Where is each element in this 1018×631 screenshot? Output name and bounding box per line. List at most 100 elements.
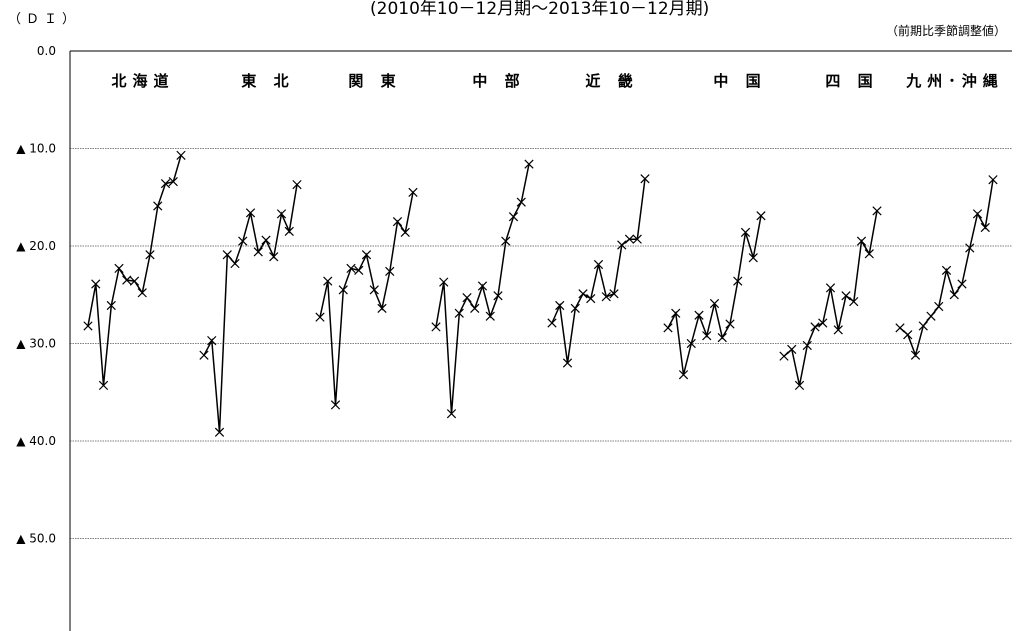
chart-note: （前期比季節調整値） [885, 24, 1006, 38]
data-point [609, 289, 619, 299]
data-point [346, 263, 356, 274]
data-point [485, 311, 495, 321]
y-tick-label: ▲ 40.0 [16, 434, 56, 448]
series-8 [895, 175, 998, 360]
data-point [114, 263, 124, 274]
series-4 [431, 159, 534, 419]
series-line [203, 184, 298, 433]
data-point [593, 259, 604, 270]
region-label: 東 北 [241, 72, 294, 90]
data-point [841, 291, 851, 301]
series-line [87, 155, 182, 386]
data-point [354, 265, 364, 275]
data-point [284, 226, 294, 236]
data-point [493, 291, 503, 301]
data-point [663, 323, 673, 333]
data-point [129, 276, 140, 286]
region-label: 中 国 [713, 72, 766, 90]
data-point [833, 325, 843, 335]
data-point [787, 344, 797, 354]
data-point [949, 290, 959, 300]
data-point [446, 409, 457, 419]
data-point [222, 250, 232, 260]
data-point [477, 281, 488, 291]
data-point [276, 209, 287, 219]
data-point [632, 234, 642, 244]
series-line [899, 179, 994, 358]
data-point [269, 252, 279, 262]
data-point [586, 294, 596, 304]
data-point [153, 201, 163, 211]
data-point [640, 174, 650, 184]
data-point [330, 400, 341, 410]
data-point [454, 308, 464, 318]
data-point [717, 333, 727, 343]
data-point [106, 300, 116, 311]
series-7 [779, 206, 882, 391]
data-point [671, 308, 681, 318]
data-point [555, 300, 565, 311]
data-point [338, 285, 348, 295]
data-point [323, 276, 333, 286]
region-label: 関 東 [348, 72, 401, 90]
data-point [137, 288, 147, 298]
data-point [941, 265, 952, 275]
data-point [988, 175, 998, 185]
data-point [678, 370, 689, 380]
series-line [783, 210, 878, 386]
data-point [199, 350, 209, 360]
data-point [230, 258, 240, 269]
region-label: 近 畿 [585, 72, 638, 90]
data-point [261, 235, 271, 245]
data-point [145, 250, 155, 260]
data-point [168, 177, 178, 187]
data-point [794, 380, 805, 391]
data-point [292, 179, 302, 190]
data-point [972, 209, 983, 219]
series-line [667, 215, 762, 375]
data-point [245, 208, 256, 218]
series-5 [547, 174, 650, 368]
data-point [918, 321, 928, 331]
data-point [779, 351, 789, 361]
data-point [802, 340, 812, 351]
data-point [818, 318, 828, 328]
region-labels: 北海道 東 北 関 東 中 部 近 畿 中 国 四 国 九州･沖縄 [111, 72, 997, 90]
data-point [83, 321, 93, 331]
data-point [702, 331, 712, 341]
data-point [562, 358, 573, 368]
data-point [501, 236, 511, 246]
data-point [547, 318, 557, 328]
data-point [617, 240, 627, 250]
y-tick-label: ▲ 30.0 [16, 337, 56, 351]
data-point [431, 322, 441, 332]
data-point [601, 292, 611, 302]
chart-title: (2010年10－12月期～2013年10－12月期) [370, 0, 710, 19]
series-group [83, 150, 998, 437]
data-point [934, 301, 944, 312]
data-point [400, 227, 410, 237]
data-point [462, 293, 472, 303]
data-point [748, 253, 758, 263]
data-point [957, 279, 967, 289]
data-point [624, 234, 635, 244]
data-point [856, 236, 867, 246]
region-label: 北海道 [111, 72, 174, 90]
data-point [122, 275, 132, 285]
data-point [160, 178, 171, 189]
y-tick-label: ▲ 20.0 [16, 239, 56, 253]
data-point [176, 150, 186, 160]
data-point [694, 310, 704, 320]
series-line [551, 178, 646, 364]
data-point [872, 206, 882, 216]
data-point [439, 277, 449, 287]
data-point [524, 159, 534, 169]
data-point [207, 335, 217, 346]
region-label: 四 国 [825, 72, 878, 90]
series-6 [663, 211, 766, 380]
axis [69, 50, 1012, 631]
data-point [709, 298, 720, 309]
series-3 [315, 187, 418, 410]
data-point [214, 427, 225, 437]
